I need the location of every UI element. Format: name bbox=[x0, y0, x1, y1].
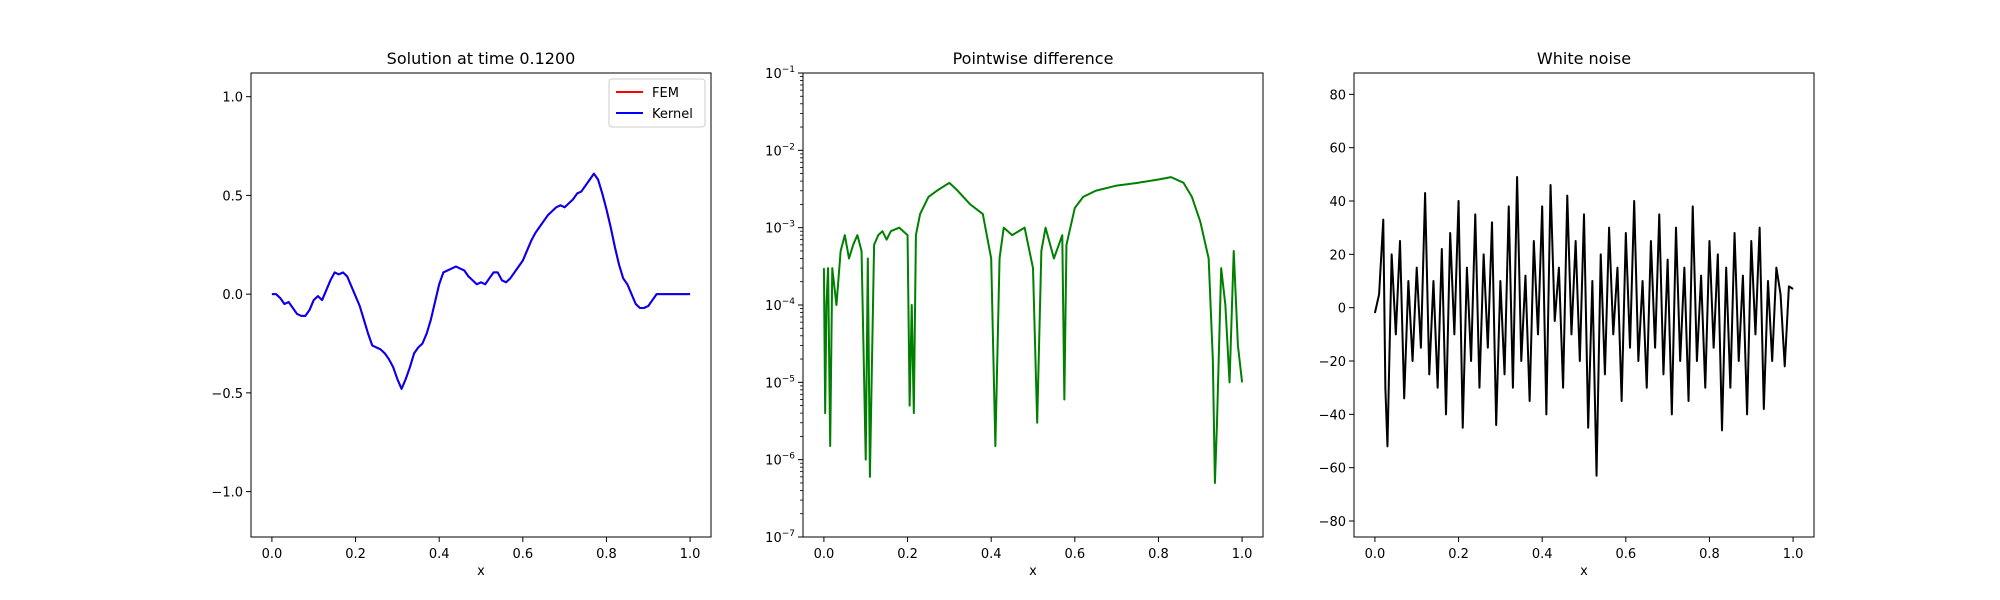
y-tick-label: 1.0 bbox=[222, 91, 243, 106]
x-axis-label: x bbox=[1029, 564, 1037, 579]
x-tick-label: 0.2 bbox=[1448, 547, 1469, 562]
x-tick-label: 1.0 bbox=[1783, 547, 1804, 562]
legend-label-kernel: Kernel bbox=[652, 107, 693, 122]
x-tick-label: 0.0 bbox=[262, 547, 283, 562]
x-tick-label: 0.0 bbox=[814, 547, 835, 562]
y-tick-label: −1.0 bbox=[211, 486, 243, 501]
series-group bbox=[271, 172, 691, 390]
x-tick-label: 0.8 bbox=[596, 547, 617, 562]
x-axis: 0.0 0.2 0.4 0.6 0.8 1.0 bbox=[262, 537, 701, 562]
y-tick-label: 10−7 bbox=[765, 529, 795, 546]
panel-title: Solution at time 0.1200 bbox=[387, 49, 576, 68]
series-group bbox=[1373, 176, 1794, 477]
y-tick-label: 10−3 bbox=[765, 220, 795, 237]
y-tick-label: 10−5 bbox=[765, 374, 795, 391]
panel-title: Pointwise difference bbox=[953, 49, 1114, 68]
y-tick-label: 10−6 bbox=[765, 452, 795, 469]
y-tick-label: 0.5 bbox=[222, 189, 243, 204]
panel-title: White noise bbox=[1537, 49, 1631, 68]
x-tick-label: 0.6 bbox=[1064, 547, 1085, 562]
y-tick-label: 10−2 bbox=[765, 142, 795, 159]
x-tick-label: 1.0 bbox=[680, 547, 701, 562]
x-axis: 0.0 0.2 0.4 0.6 0.8 1.0 bbox=[1365, 537, 1804, 562]
y-tick-label: 10−1 bbox=[765, 65, 795, 82]
series-group bbox=[822, 176, 1244, 484]
x-axis-label: x bbox=[1580, 564, 1588, 579]
legend-label-fem: FEM bbox=[652, 86, 679, 101]
data-series-line bbox=[822, 176, 1244, 484]
y-tick-label: −40 bbox=[1319, 408, 1346, 423]
y-tick-label: −0.5 bbox=[211, 387, 243, 402]
panel-pointwise-difference: Pointwise difference 0.0 0.2 0.4 0.6 0.8 1.0 … bbox=[765, 49, 1264, 579]
plot-frame bbox=[250, 72, 712, 538]
x-tick-label: 0.4 bbox=[429, 547, 450, 562]
x-tick-label: 0.2 bbox=[897, 547, 918, 562]
y-tick-label: 20 bbox=[1329, 248, 1346, 263]
panel-solution: Solution at time 0.1200 0.0 0.2 0.4 0.6 0.8 1… bbox=[211, 49, 712, 579]
y-axis: 10−7 10−6 10−5 10−4 10−3 10−2 10−1 bbox=[765, 65, 803, 546]
x-tick-label: 1.0 bbox=[1232, 547, 1253, 562]
x-tick-label: 0.4 bbox=[981, 547, 1002, 562]
y-tick-label: −80 bbox=[1319, 515, 1346, 530]
x-tick-label: 0.4 bbox=[1532, 547, 1553, 562]
plot-frame bbox=[1353, 72, 1815, 538]
y-tick-label: 0 bbox=[1338, 302, 1346, 317]
x-tick-label: 0.6 bbox=[512, 547, 533, 562]
x-tick-label: 0.0 bbox=[1365, 547, 1386, 562]
kernel-series-line bbox=[271, 172, 691, 390]
y-tick-label: −60 bbox=[1319, 462, 1346, 477]
legend: FEM Kernel bbox=[608, 78, 706, 128]
y-tick-label: 80 bbox=[1329, 88, 1346, 103]
y-axis: −80 −60 −40 −20 0 20 40 60 80 bbox=[1319, 88, 1354, 530]
panel-white-noise: White noise 0.0 0.2 0.4 0.6 0.8 1.0 −80 −60 −40… bbox=[1319, 49, 1815, 579]
y-tick-label: 10−4 bbox=[765, 297, 795, 314]
x-tick-label: 0.8 bbox=[1699, 547, 1720, 562]
data-series-line bbox=[1373, 176, 1794, 477]
y-tick-label: 0.0 bbox=[222, 288, 243, 303]
x-axis: 0.0 0.2 0.4 0.6 0.8 1.0 bbox=[814, 537, 1253, 562]
x-tick-label: 0.2 bbox=[345, 547, 366, 562]
y-tick-label: 60 bbox=[1329, 142, 1346, 157]
y-tick-label: −20 bbox=[1319, 355, 1346, 370]
x-tick-label: 0.6 bbox=[1615, 547, 1636, 562]
x-tick-label: 0.8 bbox=[1148, 547, 1169, 562]
y-tick-label: 40 bbox=[1329, 195, 1346, 210]
y-axis: −1.0 −0.5 0.0 0.5 1.0 bbox=[211, 91, 251, 501]
x-axis-label: x bbox=[477, 564, 485, 579]
